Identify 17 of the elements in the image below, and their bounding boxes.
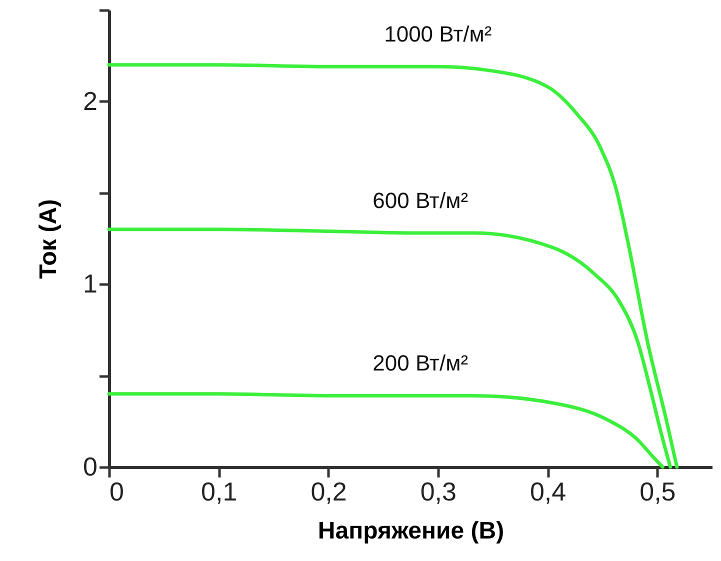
x-tick-label: 0,2 <box>310 476 347 506</box>
x-tick-label: 0,3 <box>420 476 456 506</box>
series-label: 1000 Вт/м² <box>384 22 492 47</box>
line-series <box>107 63 679 469</box>
series-label: 200 Вт/м² <box>372 350 468 376</box>
x-tick-label: 0,4 <box>530 476 566 506</box>
x-tick-label: 0,5 <box>640 476 676 506</box>
x-tick-label: 0 <box>110 476 124 506</box>
y-tick-label: 0 <box>83 452 98 482</box>
x-axis-title: Напряжение (В) <box>318 518 504 544</box>
x-tick-label: 0,1 <box>201 476 238 506</box>
y-axis-title: Ток (A) <box>35 199 62 279</box>
y-tick-label: 1 <box>83 268 98 299</box>
line-series <box>107 228 672 469</box>
series-label: 600 Вт/м² <box>372 188 468 214</box>
line-series <box>107 392 664 469</box>
y-tick-label: 2 <box>83 86 98 116</box>
